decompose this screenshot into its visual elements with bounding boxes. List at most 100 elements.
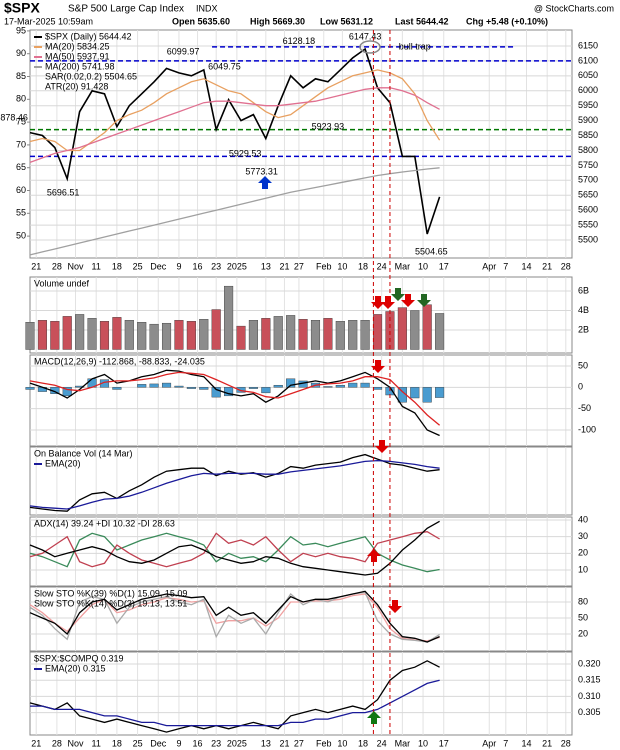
y-tick-label: 2B xyxy=(578,324,589,334)
x-tick-label: 7 xyxy=(503,261,508,271)
signal-arrow xyxy=(388,600,402,613)
bar xyxy=(199,387,209,390)
legend-label: EMA(20) 0.315 xyxy=(45,663,106,673)
legend-label: EMA(20) xyxy=(45,458,81,468)
x-tick-label: 13 xyxy=(261,261,271,271)
y-tick-label: 5600 xyxy=(578,205,598,215)
panel xyxy=(29,516,573,587)
signal-arrow xyxy=(367,711,381,724)
y-tick-label: 0.305 xyxy=(578,707,601,717)
bar xyxy=(37,320,47,350)
bar xyxy=(87,318,97,350)
y-tick-label: 50 xyxy=(578,612,588,622)
bar xyxy=(435,387,445,398)
y-tick-label: 0.320 xyxy=(578,658,601,668)
x-tick-label: 23 xyxy=(211,261,221,271)
x-tick-label: 17 xyxy=(439,261,449,271)
bar xyxy=(124,320,134,350)
y2-tick-label: 75 xyxy=(16,116,26,126)
x-tick-label: 18 xyxy=(112,738,122,748)
series-line xyxy=(29,660,440,733)
bar xyxy=(372,314,383,350)
y-tick-label: -100 xyxy=(578,424,596,434)
x-tick-label: 21 xyxy=(279,261,289,271)
x-tick-label: 28 xyxy=(561,261,571,271)
annotation: 5504.65 xyxy=(415,246,448,256)
x-tick-label: 9 xyxy=(176,738,181,748)
bar xyxy=(335,384,345,388)
y-tick-label: 30 xyxy=(578,531,588,541)
bar xyxy=(248,387,258,389)
bar xyxy=(435,313,445,350)
y-tick-label: -50 xyxy=(578,403,591,413)
x-tick-label: 14 xyxy=(521,738,531,748)
signal-arrow xyxy=(371,296,385,309)
source: @ StockCharts.com xyxy=(534,3,614,13)
legend-label: MA(20) 5834.25 xyxy=(45,41,110,51)
bar xyxy=(372,387,383,390)
x-tick-label: Dec xyxy=(150,738,167,748)
x-tick-label: 27 xyxy=(294,261,304,271)
y2-tick-label: 55 xyxy=(16,208,26,218)
panel-subtitle: Slow STO %K(14) %D(3) 19.13, 13.51 xyxy=(34,598,187,608)
x-tick-label: Feb xyxy=(316,738,332,748)
y2-tick-label: 65 xyxy=(16,162,26,172)
x-tick-label: 18 xyxy=(358,738,368,748)
signal-arrow xyxy=(258,176,272,189)
y-tick-label: 6100 xyxy=(578,55,598,65)
y-tick-label: 5850 xyxy=(578,130,598,140)
y2-tick-label: 70 xyxy=(16,139,26,149)
x-tick-label: Feb xyxy=(316,261,332,271)
bar xyxy=(360,320,370,350)
x-tick-label: Dec xyxy=(150,261,167,271)
bar xyxy=(410,387,420,399)
x-tick-label: Apr xyxy=(482,261,496,271)
signal-arrow xyxy=(391,288,405,301)
y-tick-label: 5900 xyxy=(578,115,598,125)
annotation: 6147.43 xyxy=(349,31,382,41)
legend-note: SAR(0.02,0.2) 5504.65 xyxy=(45,71,137,81)
signal-arrow xyxy=(417,294,431,307)
bar xyxy=(137,384,147,388)
panel-title: ADX(14) 39.24 +DI 10.32 -DI 28.63 xyxy=(34,518,175,528)
series-line xyxy=(29,532,440,573)
bar xyxy=(161,382,172,388)
annotation: 6049.75 xyxy=(208,61,241,71)
annotation: 5696.51 xyxy=(47,188,80,198)
low: Low 5631.12 xyxy=(320,16,373,26)
bar xyxy=(149,383,159,388)
bar xyxy=(335,321,345,350)
highlight-circle xyxy=(359,40,381,54)
y-tick-label: 5800 xyxy=(578,145,598,155)
series-line xyxy=(30,679,440,727)
bar xyxy=(75,314,85,350)
bar xyxy=(174,385,184,388)
series-line xyxy=(29,87,440,164)
series-line xyxy=(29,520,440,576)
open: Open 5635.60 xyxy=(172,16,230,26)
y-tick-label: 0.310 xyxy=(578,691,601,701)
y-tick-label: 20 xyxy=(578,548,588,558)
bar xyxy=(186,321,196,350)
series-line xyxy=(29,69,441,152)
bar xyxy=(50,321,60,350)
bar xyxy=(310,320,321,350)
annotation: 5878.46 xyxy=(0,112,28,122)
bar xyxy=(112,387,122,390)
bar xyxy=(286,315,296,350)
y-tick-label: 5750 xyxy=(578,160,598,170)
series-line xyxy=(29,593,440,642)
bar xyxy=(161,322,172,350)
y-tick-label: 5700 xyxy=(578,175,598,185)
series-line xyxy=(29,369,440,437)
bar xyxy=(149,323,159,350)
x-tick-label: 10 xyxy=(337,261,347,271)
x-tick-label: 21 xyxy=(31,261,41,271)
date: 17-Mar-2025 10:59am xyxy=(4,16,93,26)
y-tick-label: 20 xyxy=(578,628,588,638)
x-tick-label: 21 xyxy=(31,738,41,748)
annotation: 5923.93 xyxy=(312,121,345,131)
x-tick-label: Mar xyxy=(395,738,411,748)
y2-tick-label: 90 xyxy=(16,48,26,58)
